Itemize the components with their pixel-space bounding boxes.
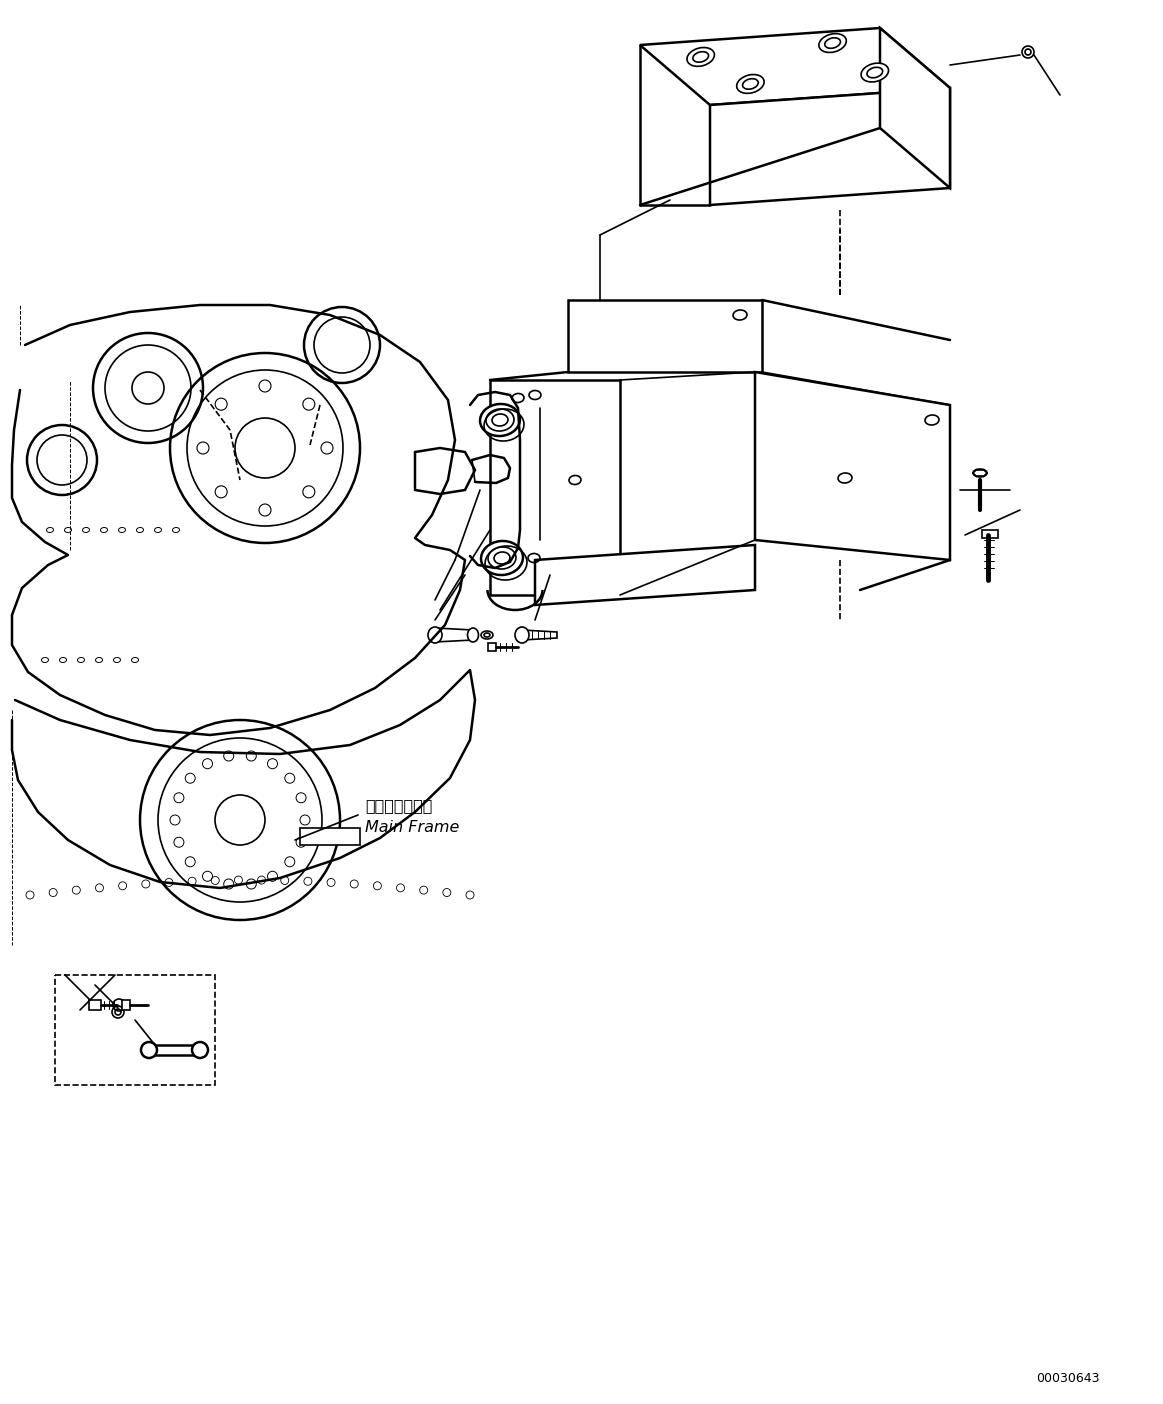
Ellipse shape bbox=[486, 409, 514, 431]
Polygon shape bbox=[982, 529, 998, 538]
Text: メインフレーム: メインフレーム bbox=[365, 797, 433, 813]
Polygon shape bbox=[755, 372, 950, 560]
Circle shape bbox=[1022, 46, 1034, 58]
Polygon shape bbox=[640, 28, 950, 105]
Polygon shape bbox=[488, 643, 495, 651]
Ellipse shape bbox=[687, 48, 714, 66]
Ellipse shape bbox=[494, 552, 511, 564]
Ellipse shape bbox=[736, 74, 764, 94]
Text: Main Frame: Main Frame bbox=[365, 820, 459, 835]
Ellipse shape bbox=[492, 414, 508, 425]
Ellipse shape bbox=[742, 79, 758, 90]
Ellipse shape bbox=[515, 628, 529, 643]
Ellipse shape bbox=[819, 34, 847, 52]
Polygon shape bbox=[490, 380, 620, 595]
Polygon shape bbox=[709, 88, 950, 205]
Ellipse shape bbox=[866, 67, 883, 77]
Circle shape bbox=[141, 1042, 157, 1059]
Polygon shape bbox=[300, 828, 361, 845]
Polygon shape bbox=[149, 1045, 200, 1054]
Ellipse shape bbox=[480, 404, 520, 437]
Polygon shape bbox=[122, 1000, 130, 1009]
Ellipse shape bbox=[861, 63, 889, 81]
Circle shape bbox=[1025, 49, 1032, 55]
Polygon shape bbox=[568, 300, 762, 372]
Ellipse shape bbox=[428, 628, 442, 643]
Ellipse shape bbox=[481, 541, 523, 576]
Polygon shape bbox=[90, 1000, 101, 1009]
Ellipse shape bbox=[825, 38, 841, 48]
Polygon shape bbox=[522, 630, 557, 640]
Ellipse shape bbox=[488, 548, 516, 569]
Polygon shape bbox=[435, 628, 473, 642]
Polygon shape bbox=[535, 545, 755, 605]
Ellipse shape bbox=[693, 52, 708, 62]
Polygon shape bbox=[880, 28, 950, 188]
Circle shape bbox=[192, 1042, 208, 1059]
Text: 00030643: 00030643 bbox=[1036, 1372, 1100, 1384]
Ellipse shape bbox=[468, 628, 478, 642]
